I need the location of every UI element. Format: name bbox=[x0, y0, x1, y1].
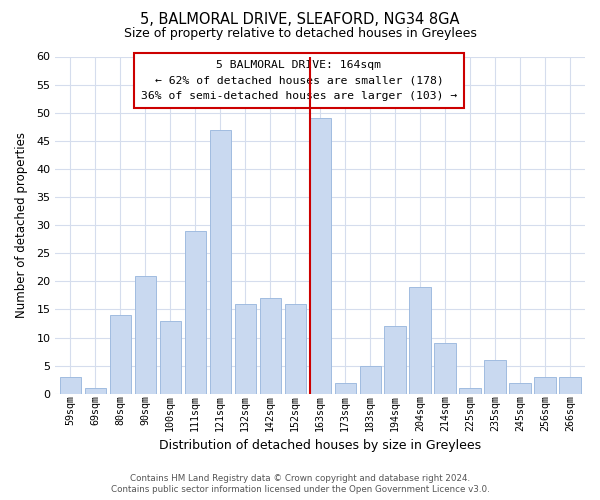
Bar bbox=[310, 118, 331, 394]
Bar bbox=[85, 388, 106, 394]
Bar bbox=[460, 388, 481, 394]
Bar bbox=[509, 382, 530, 394]
Bar bbox=[160, 320, 181, 394]
Bar bbox=[134, 276, 156, 394]
Y-axis label: Number of detached properties: Number of detached properties bbox=[15, 132, 28, 318]
Bar bbox=[284, 304, 306, 394]
Text: 5, BALMORAL DRIVE, SLEAFORD, NG34 8GA: 5, BALMORAL DRIVE, SLEAFORD, NG34 8GA bbox=[140, 12, 460, 28]
Bar bbox=[235, 304, 256, 394]
Bar bbox=[484, 360, 506, 394]
Bar bbox=[185, 231, 206, 394]
Bar bbox=[559, 377, 581, 394]
Bar bbox=[335, 382, 356, 394]
Bar bbox=[359, 366, 381, 394]
Bar bbox=[209, 130, 231, 394]
Bar bbox=[110, 315, 131, 394]
Text: Size of property relative to detached houses in Greylees: Size of property relative to detached ho… bbox=[124, 28, 476, 40]
Bar bbox=[434, 343, 456, 394]
X-axis label: Distribution of detached houses by size in Greylees: Distribution of detached houses by size … bbox=[159, 440, 481, 452]
Bar bbox=[385, 326, 406, 394]
Bar bbox=[409, 287, 431, 394]
Bar bbox=[535, 377, 556, 394]
Text: Contains HM Land Registry data © Crown copyright and database right 2024.
Contai: Contains HM Land Registry data © Crown c… bbox=[110, 474, 490, 494]
Text: 5 BALMORAL DRIVE: 164sqm
← 62% of detached houses are smaller (178)
36% of semi-: 5 BALMORAL DRIVE: 164sqm ← 62% of detach… bbox=[141, 60, 457, 101]
Bar bbox=[260, 298, 281, 394]
Bar bbox=[59, 377, 81, 394]
